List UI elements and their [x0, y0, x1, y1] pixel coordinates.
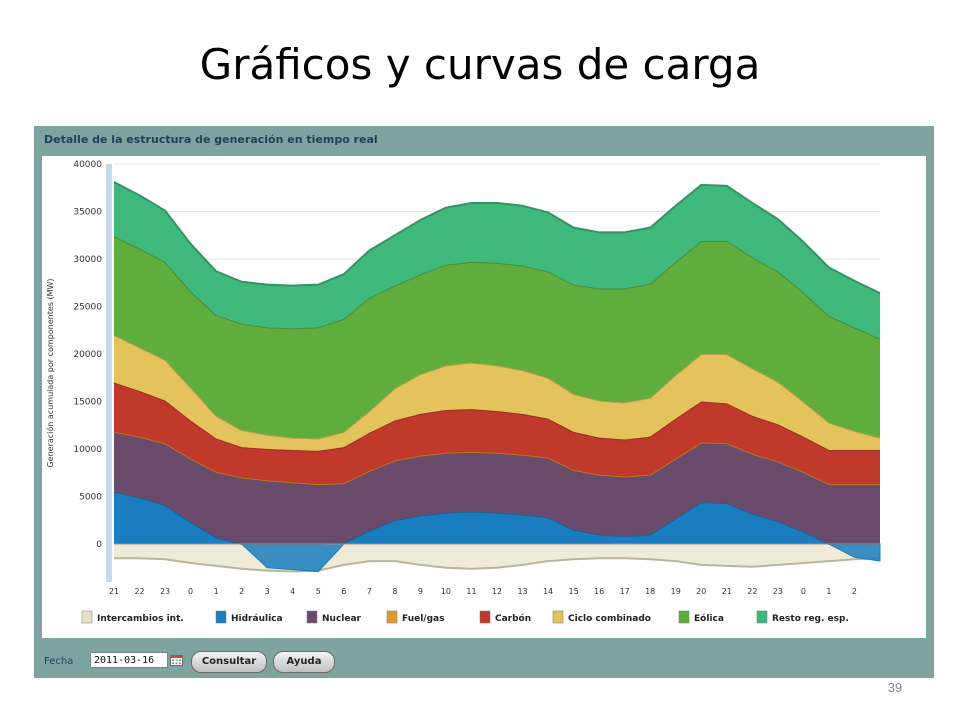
y-tick-label: 10000 [73, 445, 102, 455]
x-tick-label: 0 [188, 587, 193, 596]
legend-swatch [81, 610, 93, 624]
y-tick-label: 35000 [73, 208, 102, 218]
y-tick-label: 20000 [73, 350, 102, 360]
x-tick-label: 3 [265, 587, 270, 596]
y-tick-label: 25000 [73, 303, 102, 313]
calendar-icon[interactable] [170, 654, 183, 666]
series-line-7 [113, 181, 881, 295]
x-tick-label: 7 [367, 587, 372, 596]
y-tick-label: 0 [96, 540, 102, 550]
x-tick-label: 17 [620, 587, 630, 596]
x-tick-label: 18 [645, 587, 655, 596]
y-axis-band [106, 164, 112, 582]
y-tick-label: 5000 [79, 493, 102, 503]
area-1 [114, 491, 880, 544]
area-5 [114, 335, 880, 451]
legend-swatch [479, 610, 491, 624]
x-tick-label: 12 [492, 587, 502, 596]
x-tick-label: 22 [134, 587, 144, 596]
legend-swatch [306, 610, 318, 624]
area-7 [114, 182, 880, 339]
x-tick-label: 21 [109, 587, 119, 596]
x-tick-label: 1 [826, 587, 831, 596]
legend-label: Carbón [495, 613, 531, 624]
y-tick-label: 40000 [73, 160, 102, 170]
x-tick-label: 16 [594, 587, 604, 596]
x-tick-label: 20 [696, 587, 706, 596]
x-tick-label: 4 [290, 587, 295, 596]
legend-swatch [756, 610, 768, 624]
legend-label: Ciclo combinado [568, 614, 651, 624]
consultar-button[interactable]: Consultar [191, 651, 267, 673]
y-tick-label: 15000 [73, 398, 102, 408]
legend-swatch [215, 610, 227, 624]
y-axis-label: Generación acumulada por componentes (MW… [45, 278, 55, 467]
y-tick-label: 30000 [73, 255, 102, 265]
x-tick-label: 21 [722, 587, 732, 596]
x-tick-label: 22 [747, 587, 757, 596]
slide-title: Gráficos y curvas de carga [199, 40, 761, 89]
panel-header: Detalle de la estructura de generación e… [44, 133, 378, 146]
panel-footer: Fecha Consultar Ayuda [34, 646, 934, 676]
x-tick-label: 10 [441, 587, 451, 596]
x-tick-label: 8 [392, 587, 397, 596]
x-tick-label: 9 [418, 587, 423, 596]
x-tick-label: 13 [517, 587, 527, 596]
series-line-0 [114, 557, 881, 573]
x-tick-label: 15 [569, 587, 579, 596]
area-4 [114, 382, 880, 485]
area-2 [114, 431, 880, 544]
area-6 [114, 236, 880, 439]
legend-label: Eólica [694, 613, 724, 624]
x-tick-label: 23 [773, 587, 783, 596]
ayuda-button[interactable]: Ayuda [273, 651, 335, 673]
legend-swatch [386, 610, 398, 624]
x-tick-label: 19 [671, 587, 681, 596]
page-number: 39 [887, 680, 903, 695]
generation-chart: 0 5000 10000 15000 20000 25000 30000 35000 40000… [42, 156, 926, 638]
x-tick-label: 11 [466, 587, 476, 596]
legend-label: Fuel/gas [402, 614, 444, 624]
legend-swatch [678, 610, 690, 624]
legend-label: Resto reg. esp. [772, 614, 849, 624]
x-tick-label: 1 [214, 587, 219, 596]
legend-swatch [552, 610, 564, 624]
date-input[interactable] [90, 652, 168, 668]
x-tick-label: 5 [316, 587, 321, 596]
x-tick-label: 23 [160, 587, 170, 596]
fecha-label: Fecha [44, 656, 74, 667]
x-tick-label: 2 [239, 587, 244, 596]
x-tick-label: 0 [801, 587, 806, 596]
legend-label: Hidráulica [231, 614, 283, 624]
x-tick-label: 2 [852, 587, 857, 596]
stacked-area-chart: 0 5000 10000 15000 20000 25000 30000 35000 40000… [45, 160, 881, 624]
legend-label: Intercambios int. [97, 614, 184, 624]
legend-label: Nuclear [322, 614, 362, 624]
generation-panel: Detalle de la estructura de generación e… [34, 126, 934, 678]
x-tick-label: 14 [543, 587, 553, 596]
x-tick-label: 6 [341, 587, 346, 596]
